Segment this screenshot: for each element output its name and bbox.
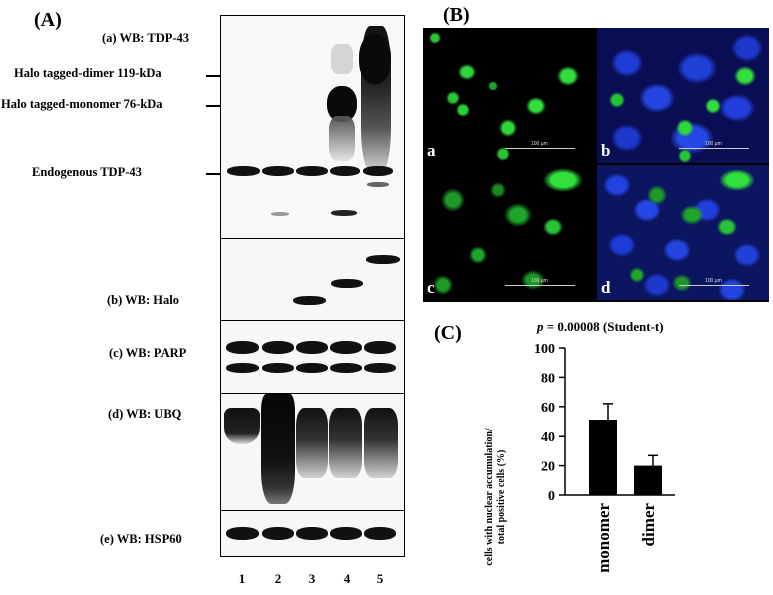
y-tick-label: 40 — [541, 430, 555, 445]
scale-bar-text: 100 µm — [531, 278, 548, 284]
x-category-label: dimer — [639, 503, 658, 547]
lane4-low-band — [331, 210, 357, 216]
scale-bar — [679, 148, 749, 149]
blot-c-parp — [220, 320, 405, 395]
scale-bar-text: 100 µm — [705, 278, 722, 284]
lane4-halo-band — [331, 279, 363, 288]
monomer-leader-line — [206, 105, 220, 107]
lane2-hsp60-band — [262, 527, 294, 540]
chart-title: p = 0.00008 (Student-t) — [537, 319, 664, 335]
panel-b-label: (B) — [443, 4, 470, 26]
lane-number-4: 4 — [343, 571, 351, 586]
scale-bar-text: 100 µm — [531, 141, 548, 147]
panel-a-label: (A) — [34, 9, 62, 31]
y-axis-label: cells with nuclear accumulation/ total p… — [484, 428, 507, 566]
micro-label-d: d — [601, 278, 611, 297]
blot-d-ubq — [220, 393, 405, 512]
y-axis-label-line1: cells with nuclear accumulation/ — [484, 428, 495, 566]
lane3-halo-band — [293, 296, 326, 305]
y-tick-label: 100 — [534, 342, 555, 357]
scale-bar — [505, 285, 575, 286]
lane-number-1: 1 — [238, 571, 246, 586]
y-tick-label: 20 — [541, 460, 555, 475]
panel-c-label: (C) — [434, 322, 462, 344]
blot-e-label: (e) WB: HSP60 — [100, 532, 182, 546]
scale-bar-text: 100 µm — [705, 141, 722, 147]
p-symbol: p — [537, 319, 544, 334]
lane5-parp-upper — [364, 341, 396, 354]
y-tick-label: 60 — [541, 401, 555, 416]
bar-chart: cells with nuclear accumulation/ total p… — [484, 342, 675, 573]
blot-c-label: (c) WB: PARP — [109, 346, 187, 360]
cell-cluster — [597, 165, 769, 300]
scale-bar — [505, 148, 575, 149]
micro-image-a: 100 µm a — [423, 28, 595, 163]
blot-d-label: (d) WB: UBQ — [108, 407, 182, 421]
lane4-parp-upper — [330, 341, 362, 354]
lane5-ubq-smear — [364, 408, 398, 478]
lane5-parp-lower — [364, 363, 396, 373]
scale-bar — [679, 285, 749, 286]
lane2-ubq-smear — [261, 394, 295, 504]
lane4-hsp60-band — [330, 527, 362, 540]
lane-number-2: 2 — [274, 571, 282, 586]
lane4-faint-top — [331, 44, 353, 74]
lane1-parp-upper — [226, 341, 259, 354]
micro-image-c: 100 µm c — [423, 165, 595, 300]
lane-number-5: 5 — [376, 571, 384, 586]
bar-monomer — [589, 420, 617, 495]
dimer-leader-line — [206, 75, 220, 77]
lane4-parp-lower — [330, 363, 362, 373]
y-axis-label-line2: total positive cells (%) — [496, 450, 507, 545]
endogenous-leader-line — [206, 173, 220, 175]
bar-dimer — [634, 465, 662, 495]
micro-label-b: b — [601, 141, 611, 160]
micro-label-a: a — [427, 141, 436, 160]
blot-e-hsp60 — [220, 510, 405, 557]
micro-label-c: c — [427, 278, 435, 297]
lane1-ubq-smear — [224, 408, 260, 444]
lane1-hsp60-band — [226, 527, 259, 540]
monomer-band-label: Halo tagged-monomer 76-kDa — [1, 97, 163, 111]
blot-a-tdp43 — [220, 15, 405, 240]
lane5-endogenous-band — [363, 166, 393, 176]
lane1-endogenous-band — [227, 166, 260, 176]
lane3-parp-upper — [296, 341, 328, 354]
blot-b-label: (b) WB: Halo — [107, 293, 179, 307]
endogenous-band-label: Endogenous TDP-43 — [32, 165, 142, 179]
lane5-lower-band — [367, 182, 389, 187]
lane5-halo-band — [366, 255, 400, 264]
micro-image-b: 100 µm b — [597, 28, 769, 163]
lane3-endogenous-band — [296, 166, 328, 176]
cell-cluster — [597, 28, 769, 163]
micro-image-d: 100 µm d — [597, 165, 769, 300]
lane3-ubq-smear — [296, 408, 328, 478]
x-category-label: monomer — [594, 503, 613, 573]
y-tick-label: 80 — [541, 371, 555, 386]
title-rest: = 0.00008 (Student-t) — [543, 319, 664, 334]
y-tick-label: 0 — [548, 489, 555, 504]
microscopy-grid: 100 µm a 100 µm b 100 µm c 100 µm d — [423, 28, 769, 302]
lane4-ubq-smear — [329, 408, 362, 478]
lane2-low-band — [271, 212, 289, 216]
dimer-band-label: Halo tagged-dimer 119-kDa — [14, 66, 162, 80]
lane3-hsp60-band — [296, 527, 328, 540]
cell-cluster — [423, 28, 595, 163]
cell-cluster — [423, 165, 595, 300]
lane5-hsp60-band — [364, 527, 396, 540]
lane4-endogenous-band — [330, 166, 360, 176]
lane5-dimer-band — [359, 34, 391, 84]
lane-number-3: 3 — [308, 571, 316, 586]
blot-a-label: (a) WB: TDP-43 — [102, 31, 190, 45]
lane4-smear — [329, 116, 355, 161]
blot-b-halo — [220, 238, 405, 322]
lane2-parp-upper — [262, 341, 294, 354]
lane2-endogenous-band — [262, 166, 294, 176]
lane2-parp-lower — [262, 363, 294, 373]
lane3-parp-lower — [296, 363, 328, 373]
lane1-parp-lower — [226, 363, 259, 373]
